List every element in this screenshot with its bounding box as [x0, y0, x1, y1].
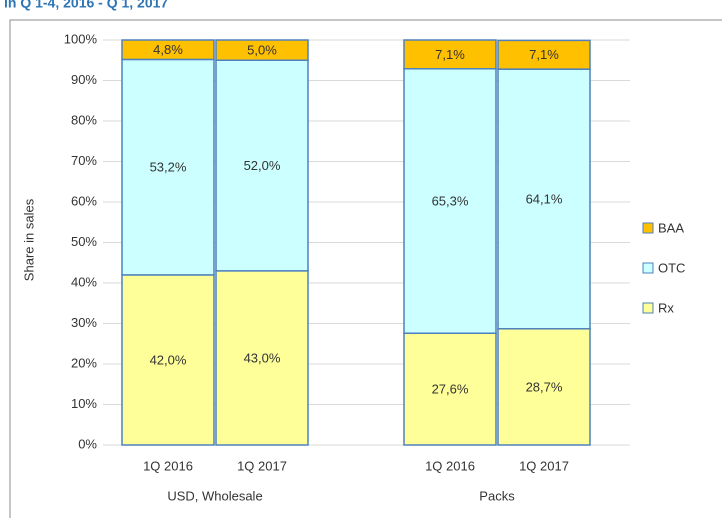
legend-swatch	[642, 262, 654, 274]
y-tick-label: 10%	[71, 396, 97, 411]
y-tick-label: 20%	[71, 355, 97, 370]
y-tick-label: 100%	[64, 31, 98, 46]
y-tick-label: 70%	[71, 153, 97, 168]
bar-segment	[121, 274, 215, 446]
legend-label: Rx	[658, 300, 674, 315]
data-label: 7,1%	[435, 47, 465, 62]
legend-label: BAA	[658, 220, 684, 235]
data-label: 4,8%	[153, 42, 183, 57]
data-label: 7,1%	[529, 47, 559, 62]
bar-segment	[121, 39, 215, 61]
data-label: 42,0%	[150, 352, 187, 367]
data-label: 5,0%	[247, 43, 277, 58]
x-tick-label: 1Q 2017	[237, 458, 287, 473]
bar-segment	[497, 68, 591, 330]
bar-segment	[403, 39, 497, 70]
bar-segment	[215, 39, 309, 61]
legend-swatch	[642, 222, 654, 234]
y-tick-label: 0%	[78, 436, 97, 451]
group-label: Packs	[479, 488, 515, 503]
group-label: USD, Wholesale	[167, 488, 262, 503]
y-tick-label: 30%	[71, 315, 97, 330]
y-tick-label: 90%	[71, 72, 97, 87]
bar-segment	[215, 59, 309, 272]
y-tick-label: 50%	[71, 234, 97, 249]
data-label: 64,1%	[526, 191, 563, 206]
legend-swatch	[642, 302, 654, 314]
data-label: 43,0%	[244, 350, 281, 365]
data-label: 52,0%	[244, 158, 281, 173]
x-tick-label: 1Q 2016	[425, 458, 475, 473]
data-label: 65,3%	[432, 193, 469, 208]
chart-title: in Q 1-4, 2016 - Q 1, 2017	[4, 0, 168, 11]
y-tick-label: 80%	[71, 112, 97, 127]
data-label: 27,6%	[432, 382, 469, 397]
chart-frame	[9, 19, 722, 518]
legend-label: OTC	[658, 260, 685, 275]
y-tick-label: 60%	[71, 193, 97, 208]
bar-segment	[497, 328, 591, 446]
data-label: 53,2%	[150, 160, 187, 175]
bar-segment	[403, 68, 497, 334]
bar-segment	[215, 270, 309, 446]
bar-segment	[497, 39, 591, 70]
x-tick-label: 1Q 2016	[143, 458, 193, 473]
bar-segment	[403, 332, 497, 446]
bar-segment	[121, 58, 215, 276]
y-tick-label: 40%	[71, 274, 97, 289]
x-tick-label: 1Q 2017	[519, 458, 569, 473]
y-axis-label: Share in sales	[21, 198, 36, 281]
data-label: 28,7%	[526, 379, 563, 394]
